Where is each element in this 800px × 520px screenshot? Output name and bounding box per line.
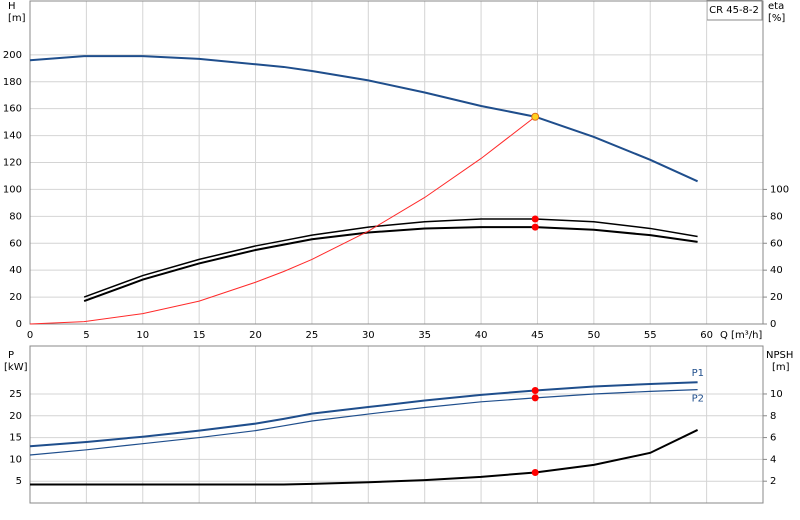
y-tick-label: 10	[9, 454, 22, 465]
y-tick-label: 200	[3, 50, 22, 61]
plot-frame	[29, 345, 764, 504]
x-label: Q [m³/h]	[720, 330, 762, 341]
operating-point	[531, 223, 539, 231]
y-tick-label: 180	[3, 77, 22, 88]
y2-tick-label: 40	[770, 265, 783, 276]
y2-tick-label: 60	[770, 238, 783, 249]
y2-tick-label: 10	[770, 389, 783, 400]
curve	[29, 55, 699, 183]
series-label: P2	[692, 394, 704, 405]
y-tick-label: 25	[9, 389, 22, 400]
operating-point	[531, 112, 540, 121]
chart-title: CR 45-8-2	[709, 5, 759, 16]
x-tick-label: 20	[249, 330, 262, 341]
y-unit: [kW]	[4, 362, 28, 373]
plot-frame	[29, 0, 764, 325]
y2-tick-label: 20	[770, 292, 783, 303]
curve	[29, 381, 698, 448]
y-label: P	[8, 350, 14, 361]
operating-point	[531, 386, 539, 394]
y-tick-label: 15	[9, 433, 22, 444]
y-tick-label: 40	[9, 265, 22, 276]
y-tick-label: 20	[9, 411, 22, 422]
x-tick-label: 60	[700, 330, 713, 341]
curve	[29, 389, 698, 456]
y-tick-label: 140	[3, 131, 22, 142]
operating-point	[531, 394, 539, 402]
y2-tick-label: 2	[770, 476, 776, 487]
x-tick-label: 45	[531, 330, 544, 341]
x-tick-label: 50	[587, 330, 600, 341]
y-tick-label: 120	[3, 158, 22, 169]
y2-tick-label: 80	[770, 211, 783, 222]
curve	[83, 218, 698, 298]
x-tick-label: 15	[193, 330, 206, 341]
x-tick-label: 35	[418, 330, 431, 341]
y2-tick-label: 0	[770, 319, 776, 330]
series-label: P1	[692, 368, 704, 379]
y2-unit: [%]	[768, 13, 785, 24]
x-tick-label: 30	[362, 330, 375, 341]
y-tick-label: 80	[9, 211, 22, 222]
y2-label: eta	[768, 1, 784, 12]
x-tick-label: 25	[306, 330, 319, 341]
y-tick-label: 160	[3, 104, 22, 115]
x-tick-label: 40	[475, 330, 488, 341]
operating-point	[531, 215, 539, 223]
y-label: H	[8, 1, 16, 12]
y2-tick-label: 4	[770, 454, 776, 465]
y-tick-label: 20	[9, 292, 22, 303]
y2-tick-label: 6	[770, 433, 776, 444]
x-tick-label: 0	[27, 330, 33, 341]
y-unit: [m]	[8, 13, 26, 24]
y2-tick-label: 100	[770, 184, 789, 195]
y2-label: NPSH	[766, 350, 793, 361]
operating-point	[531, 468, 539, 476]
y-tick-label: 5	[16, 476, 22, 487]
x-tick-label: 5	[83, 330, 89, 341]
y-tick-label: 60	[9, 238, 22, 249]
x-tick-label: 10	[136, 330, 149, 341]
y-tick-label: 100	[3, 184, 22, 195]
y2-tick-label: 8	[770, 411, 776, 422]
curve	[30, 429, 699, 486]
y-tick-label: 0	[16, 319, 22, 330]
x-tick-label: 55	[644, 330, 657, 341]
curve	[83, 226, 698, 303]
y2-unit: [m]	[772, 362, 790, 373]
curve	[29, 116, 536, 325]
